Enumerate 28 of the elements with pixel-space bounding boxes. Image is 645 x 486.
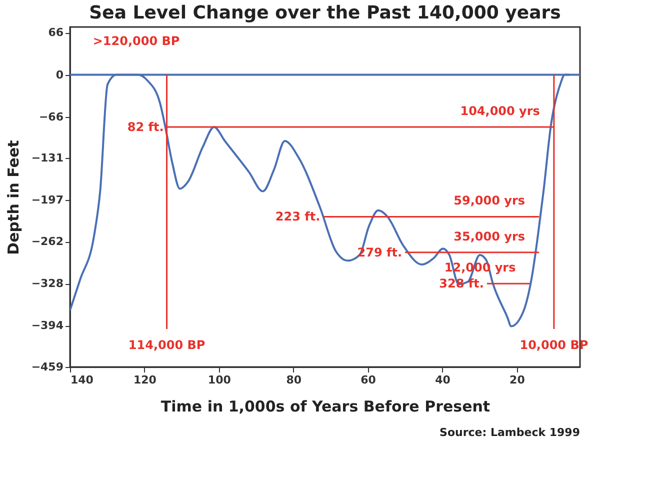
annotation: 223 ft. [275, 210, 320, 224]
y-axis-title: Depth in Feet [4, 140, 22, 255]
x-tick-label: 120 [133, 374, 157, 386]
y-tick-label: −459 [31, 360, 64, 374]
x-tick-label: 80 [286, 374, 302, 386]
ref-line-label: 114,000 BP [128, 338, 206, 352]
y-tick-label: 0 [56, 68, 64, 82]
x-tick-label: 100 [208, 374, 232, 386]
source-note: Source: Lambeck 1999 [440, 426, 580, 439]
y-tick-label: −66 [38, 110, 64, 124]
y-tick-label: −197 [31, 194, 64, 207]
y-tick-label: −262 [31, 235, 64, 248]
x-tick-label: 60 [360, 374, 376, 386]
annotation: 328 ft. [439, 276, 484, 291]
y-tick-label: 66 [48, 26, 64, 40]
y-tick-label: −394 [31, 319, 64, 332]
y-tick-label: −131 [31, 152, 64, 165]
annotation: >120,000 BP [92, 34, 180, 48]
annotation: 82 ft. [127, 120, 164, 134]
chart-title: Sea Level Change over the Past 140,000 years [89, 2, 561, 24]
x-axis-title: Time in 1,000s of Years Before Present [160, 398, 490, 416]
annotation: 104,000 yrs [460, 104, 540, 118]
annotation: 59,000 yrs [454, 194, 526, 208]
x-tick-label: 20 [510, 374, 526, 386]
annotation: 35,000 yrs [454, 229, 526, 244]
x-tick-label: 40 [435, 374, 451, 386]
x-tick-label: 140 [70, 374, 94, 386]
y-tick-label: −328 [31, 277, 64, 290]
